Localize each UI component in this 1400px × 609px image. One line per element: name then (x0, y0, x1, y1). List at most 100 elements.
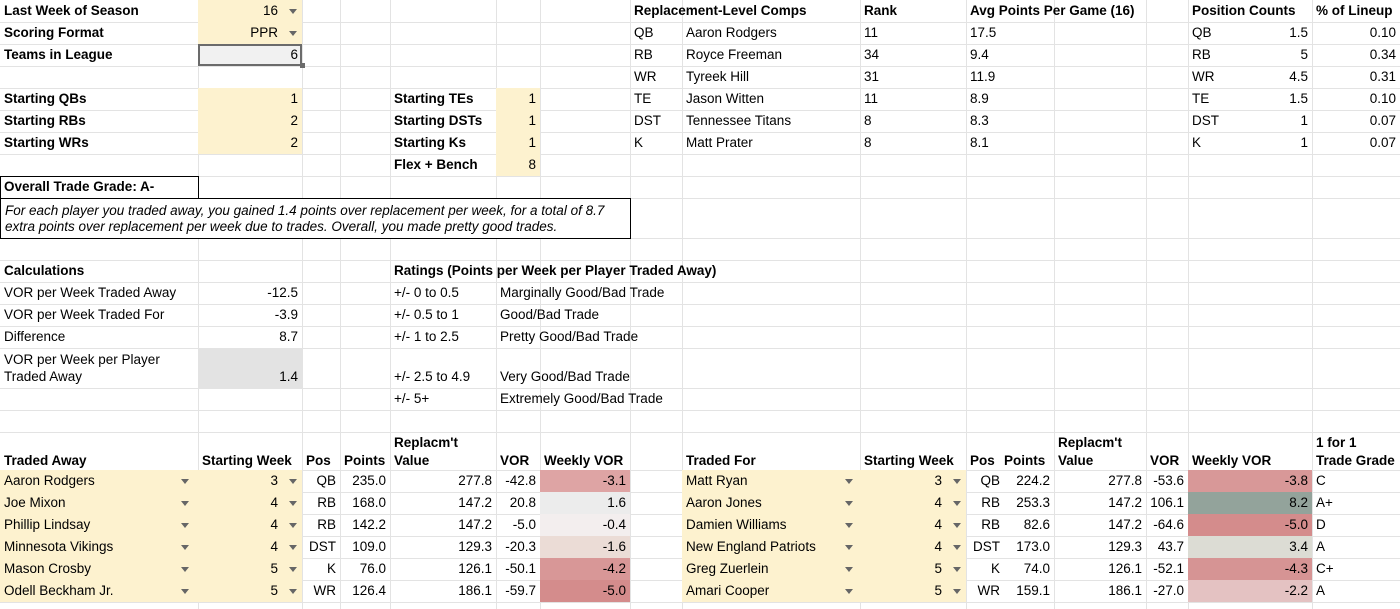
dropdown-arrow-icon[interactable] (181, 479, 189, 484)
traded-away-week-select[interactable]: 4 (198, 514, 302, 536)
fill-handle[interactable] (300, 63, 305, 68)
start-week-header-away: Starting Week (202, 453, 292, 468)
traded-away-pos: RB (317, 517, 336, 532)
traded-away-replacement: 147.2 (458, 517, 492, 532)
traded-for-pos: WR (977, 583, 1001, 598)
flex-input[interactable]: 8 (496, 154, 540, 176)
teams-input[interactable]: 6 (198, 44, 302, 66)
traded-away-player-select[interactable]: Phillip Lindsay (0, 514, 198, 536)
dropdown-arrow-icon[interactable] (289, 567, 297, 572)
traded-for-weekly-vor: -2.2 (1188, 580, 1312, 602)
comps-avg: 8.9 (970, 91, 989, 106)
traded-away-points: 168.0 (352, 495, 386, 510)
dropdown-arrow-icon[interactable] (845, 501, 853, 506)
traded-for-player-select[interactable]: Amari Cooper (682, 580, 860, 602)
traded-for-pos: RB (981, 517, 1000, 532)
counts-pct: 0.10 (1369, 91, 1396, 106)
counts-pct: 0.34 (1369, 47, 1396, 62)
traded-for-week-select[interactable]: 4 (860, 536, 966, 558)
trade-grade: A (1316, 539, 1326, 554)
dropdown-arrow-icon[interactable] (289, 523, 297, 528)
traded-for-week-select[interactable]: 3 (860, 470, 966, 492)
dropdown-arrow-icon[interactable] (845, 523, 853, 528)
dropdown-arrow-icon[interactable] (181, 545, 189, 550)
comps-rank: 31 (864, 69, 880, 84)
tes-input[interactable]: 1 (496, 88, 540, 110)
dropdown-arrow-icon[interactable] (289, 501, 297, 506)
traded-away-player-select[interactable]: Mason Crosby (0, 558, 198, 580)
trade-grade: A (1316, 583, 1326, 598)
grade-summary-line-2: extra points over replacement per week d… (5, 219, 558, 234)
dropdown-arrow-icon[interactable] (181, 501, 189, 506)
traded-away-vor: -42.8 (505, 473, 536, 488)
traded-for-points: 74.0 (1023, 561, 1050, 576)
traded-away-week-select[interactable]: 5 (198, 558, 302, 580)
dropdown-arrow-icon[interactable] (289, 9, 297, 14)
ks-input[interactable]: 1 (496, 132, 540, 154)
traded-away-week-select[interactable]: 4 (198, 492, 302, 514)
scoring-select[interactable]: PPR (198, 22, 302, 44)
wrs-input[interactable]: 2 (198, 132, 302, 154)
dropdown-arrow-icon[interactable] (181, 589, 189, 594)
dropdown-arrow-icon[interactable] (953, 479, 961, 484)
dropdown-arrow-icon[interactable] (289, 479, 297, 484)
comps-rank: 8 (864, 135, 872, 150)
dropdown-arrow-icon[interactable] (289, 589, 297, 594)
traded-for-week-select[interactable]: 4 (860, 492, 966, 514)
dropdown-arrow-icon[interactable] (953, 589, 961, 594)
traded-away-pos: WR (313, 583, 337, 598)
trade-grade: D (1316, 517, 1326, 532)
traded-away-player-select[interactable]: Aaron Rodgers (0, 470, 198, 492)
rbs-input[interactable]: 2 (198, 110, 302, 132)
dropdown-arrow-icon[interactable] (845, 479, 853, 484)
traded-for-week-select[interactable]: 4 (860, 514, 966, 536)
traded-for-player-select[interactable]: Damien Williams (682, 514, 860, 536)
qbs-input[interactable]: 1 (198, 88, 302, 110)
traded-away-week-select[interactable]: 4 (198, 536, 302, 558)
dropdown-arrow-icon[interactable] (953, 501, 961, 506)
traded-for-player-select[interactable]: Greg Zuerlein (682, 558, 860, 580)
last-week-select[interactable]: 16 (198, 0, 302, 22)
traded-for-player-select[interactable]: Aaron Jones (682, 492, 860, 514)
traded-away-points: 76.0 (359, 561, 386, 576)
dropdown-arrow-icon[interactable] (953, 545, 961, 550)
traded-for-player-select[interactable]: Matt Ryan (682, 470, 860, 492)
dropdown-arrow-icon[interactable] (181, 523, 189, 528)
counts-value: 5 (1300, 47, 1308, 62)
dropdown-arrow-icon[interactable] (289, 545, 297, 550)
dropdown-arrow-icon[interactable] (845, 589, 853, 594)
rating-range: +/- 2.5 to 4.9 (394, 369, 471, 384)
traded-away-week-select[interactable]: 3 (198, 470, 302, 492)
dropdown-arrow-icon[interactable] (953, 523, 961, 528)
traded-away-pos: K (326, 561, 336, 576)
traded-away-vor: -50.1 (505, 561, 536, 576)
traded-for-header: Traded For (686, 453, 756, 468)
dropdown-arrow-icon[interactable] (181, 567, 189, 572)
traded-for-week-select[interactable]: 5 (860, 580, 966, 602)
last-week-label: Last Week of Season (4, 3, 139, 18)
traded-away-replacement: 129.3 (458, 539, 492, 554)
counts-value: 1 (1300, 113, 1308, 128)
pos-header-for: Pos (970, 453, 995, 468)
traded-for-week-select[interactable]: 5 (860, 558, 966, 580)
dropdown-arrow-icon[interactable] (953, 567, 961, 572)
traded-away-player-select[interactable]: Joe Mixon (0, 492, 198, 514)
dropdown-arrow-icon[interactable] (845, 545, 853, 550)
traded-for-weekly-vor: 3.4 (1188, 536, 1312, 558)
vor-header-for: VOR (1150, 453, 1180, 468)
traded-away-replacement: 147.2 (458, 495, 492, 510)
rating-desc: Extremely Good/Bad Trade (500, 391, 663, 406)
dsts-label: Starting DSTs (394, 113, 483, 128)
counts-pct: 0.07 (1369, 113, 1396, 128)
traded-for-pos: RB (981, 495, 1000, 510)
traded-for-player-select[interactable]: New England Patriots (682, 536, 860, 558)
dropdown-arrow-icon[interactable] (845, 567, 853, 572)
dropdown-arrow-icon[interactable] (289, 31, 297, 36)
calculations-title: Calculations (4, 263, 85, 278)
tes-label: Starting TEs (394, 91, 474, 106)
traded-away-player-select[interactable]: Minnesota Vikings (0, 536, 198, 558)
traded-away-week-select[interactable]: 5 (198, 580, 302, 602)
dsts-input[interactable]: 1 (496, 110, 540, 132)
traded-for-replacement: 277.8 (1108, 473, 1142, 488)
traded-away-player-select[interactable]: Odell Beckham Jr. (0, 580, 198, 602)
